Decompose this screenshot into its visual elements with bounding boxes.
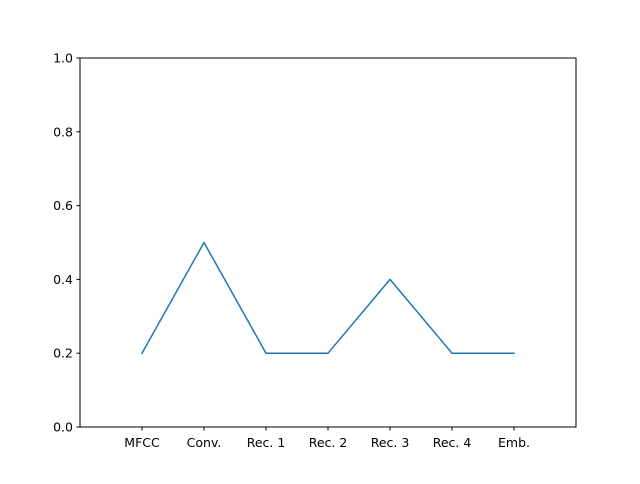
x-tick-label: MFCC (124, 435, 160, 450)
y-tick-label: 0.8 (53, 124, 73, 139)
axis-ticks: 0.0 0.2 0.4 0.6 0.8 1.0 MFCC Conv. Rec. 1 Rec. 2 R… (53, 51, 530, 451)
plot-frame (79, 57, 577, 428)
x-tick-label: Rec. 3 (371, 435, 410, 450)
x-tick-label: Emb. (498, 435, 530, 450)
data-point (389, 278, 391, 281)
y-tick-label: 0.4 (53, 272, 73, 287)
data-point (451, 352, 453, 354)
data-point (513, 352, 515, 354)
x-tick-label: Rec. 2 (309, 435, 348, 450)
y-tick-label: 0.0 (53, 420, 73, 435)
y-tick-label: 0.2 (53, 346, 73, 361)
x-tick-label: Rec. 1 (247, 435, 286, 450)
x-tick-label: Conv. (187, 435, 222, 450)
y-tick-label: 0.6 (53, 198, 73, 213)
data-point (327, 352, 329, 354)
data-point (265, 352, 267, 354)
y-tick-label: 1.0 (53, 51, 73, 66)
data-point (203, 241, 205, 244)
data-point (141, 352, 143, 354)
series-layer (140, 241, 515, 355)
x-tick-label: Rec. 4 (433, 435, 472, 450)
